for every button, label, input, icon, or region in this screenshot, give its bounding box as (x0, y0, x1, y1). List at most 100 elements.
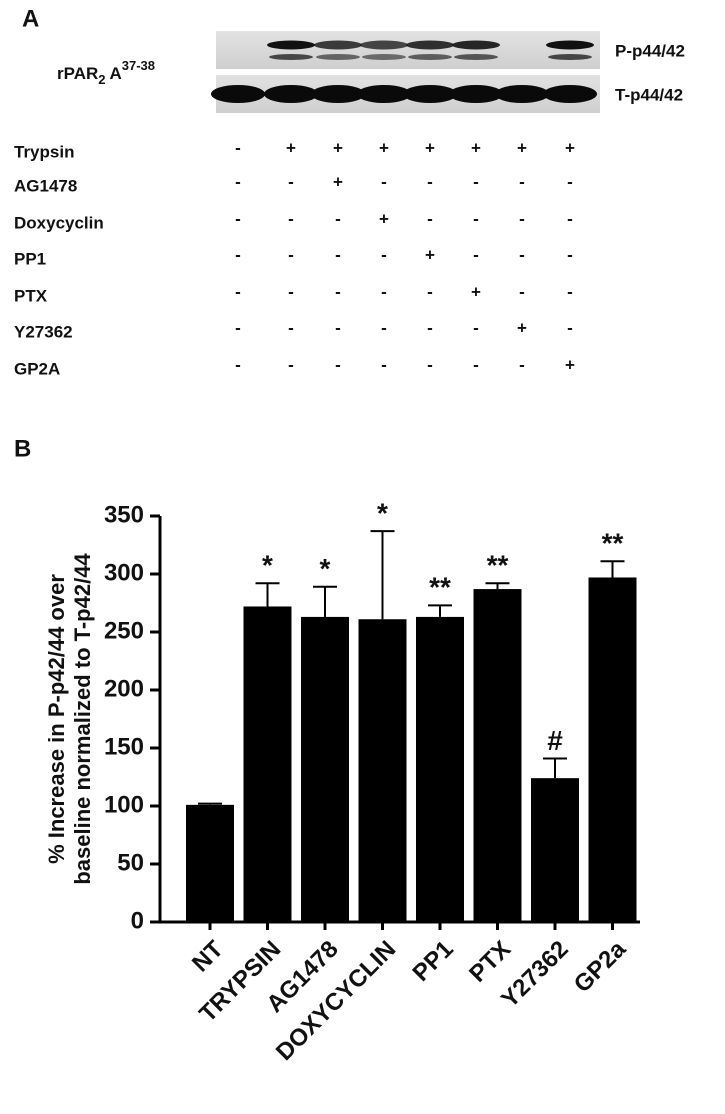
treatment-name: Y27362 (14, 322, 73, 341)
treatment-mark: - (473, 245, 479, 264)
treatment-mark: - (473, 209, 479, 228)
treatment-mark: - (519, 355, 525, 374)
x-tick-label: NT (187, 935, 229, 977)
blot-strip (216, 31, 600, 69)
cell-label-part: rPAR (57, 64, 98, 83)
band (211, 85, 265, 103)
blot-label: T-p44/42 (615, 85, 683, 104)
y-axis-label: % Increase in P-p42/44 overbaseline norm… (44, 553, 95, 885)
treatment-mark: - (381, 318, 387, 337)
treatment-mark: + (379, 138, 389, 157)
treatment-mark: - (567, 209, 573, 228)
bar (186, 805, 234, 922)
y-axis-label-line: baseline normalized to T-p42/44 (70, 553, 95, 885)
treatment-mark: + (517, 138, 527, 157)
blot-label: P-p44/42 (615, 41, 685, 60)
treatment-mark: - (288, 209, 294, 228)
treatment-mark: + (286, 138, 296, 157)
treatment-mark: + (471, 138, 481, 157)
treatment-mark: - (567, 318, 573, 337)
y-tick-label: 50 (117, 849, 144, 876)
band (360, 41, 408, 50)
treatment-name: Trypsin (14, 142, 74, 161)
band (362, 54, 406, 60)
treatment-mark: - (335, 318, 341, 337)
treatment-name: PTX (14, 286, 48, 305)
bar (589, 577, 637, 922)
treatment-mark: + (333, 138, 343, 157)
y-axis-label-line: % Increase in P-p42/44 over (44, 574, 69, 864)
band (314, 41, 362, 50)
significance-mark: # (547, 725, 563, 756)
bar (531, 778, 579, 922)
treatment-mark: - (381, 245, 387, 264)
band (311, 85, 365, 103)
treatment-mark: - (427, 282, 433, 301)
band (357, 85, 411, 103)
treatment-mark: + (471, 282, 481, 301)
y-tick-label: 0 (131, 907, 144, 934)
band (449, 85, 503, 103)
bar (244, 606, 292, 922)
treatment-mark: + (425, 245, 435, 264)
y-tick-label: 300 (104, 559, 144, 586)
panel-label: A (22, 5, 39, 32)
band (454, 54, 498, 60)
x-tick-label: GP2a (569, 935, 632, 998)
band (452, 41, 500, 50)
figure: A P-p44/42 T-p44/42 rPAR2A37-38 Trypsin-… (0, 0, 725, 1114)
cell-label-part: A (109, 64, 121, 83)
treatment-mark: - (473, 318, 479, 337)
treatment-table: Trypsin-+++++++AG1478--+-----Doxycyclin-… (14, 138, 575, 378)
bar (416, 617, 464, 922)
treatment-mark: - (427, 318, 433, 337)
band (403, 85, 457, 103)
treatment-mark: - (288, 245, 294, 264)
band (406, 41, 454, 50)
significance-mark: ** (429, 572, 451, 603)
x-tick-label: PTX (464, 936, 516, 988)
treatment-mark: - (473, 355, 479, 374)
treatment-mark: - (235, 318, 241, 337)
band (316, 54, 360, 60)
y-tick-label: 350 (104, 501, 144, 528)
treatment-mark: - (235, 172, 241, 191)
significance-mark: ** (602, 528, 624, 559)
treatment-mark: - (381, 282, 387, 301)
treatment-mark: - (335, 282, 341, 301)
band (264, 85, 318, 103)
band (548, 54, 592, 60)
treatment-mark: - (427, 209, 433, 228)
y-tick-label: 150 (104, 733, 144, 760)
y-tick-label: 250 (104, 617, 144, 644)
significance-mark: * (262, 550, 273, 581)
treatment-mark: + (333, 172, 343, 191)
cell-label-sup: 37-38 (122, 58, 155, 73)
treatment-mark: - (519, 282, 525, 301)
band (543, 85, 597, 103)
treatment-mark: - (288, 355, 294, 374)
treatment-name: Doxycyclin (14, 213, 104, 232)
treatment-mark: - (427, 172, 433, 191)
treatment-mark: - (567, 172, 573, 191)
treatment-name: PP1 (14, 249, 46, 268)
x-tick-label: PP1 (408, 936, 459, 987)
treatment-name: GP2A (14, 359, 60, 378)
treatment-mark: + (517, 318, 527, 337)
treatment-mark: - (288, 318, 294, 337)
band (495, 85, 549, 103)
y-tick-label: 200 (104, 675, 144, 702)
treatment-mark: - (519, 245, 525, 264)
treatment-mark: + (379, 209, 389, 228)
treatment-mark: - (235, 355, 241, 374)
band (408, 54, 452, 60)
treatment-mark: - (381, 172, 387, 191)
treatment-mark: - (381, 355, 387, 374)
treatment-mark: + (425, 138, 435, 157)
treatment-mark: - (519, 209, 525, 228)
cell-label-sub: 2 (98, 72, 105, 87)
treatment-mark: - (235, 245, 241, 264)
treatment-mark: - (335, 209, 341, 228)
